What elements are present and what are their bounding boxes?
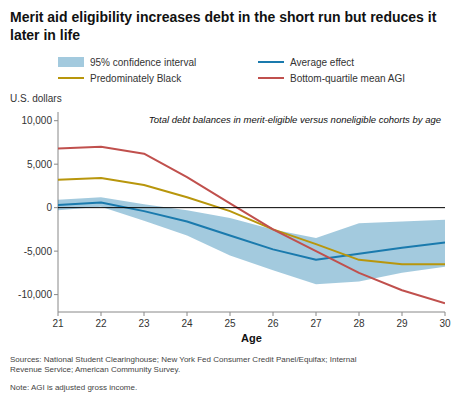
- y-tick-label: -5,000: [24, 246, 53, 257]
- x-tick-label: 30: [439, 318, 451, 329]
- y-tick-label: -10,000: [18, 289, 52, 300]
- y-tick: [54, 120, 58, 121]
- x-tick: [359, 312, 360, 316]
- x-tick-label: 21: [52, 318, 64, 329]
- x-tick-label: 29: [396, 318, 408, 329]
- legend-swatch: [258, 77, 284, 79]
- series-line: [58, 147, 445, 304]
- x-tick: [101, 312, 102, 316]
- legend-swatch: [58, 77, 84, 79]
- x-tick: [445, 312, 446, 316]
- x-tick-label: 22: [95, 318, 107, 329]
- legend-label: Predominately Black: [90, 73, 182, 84]
- series-line: [58, 178, 445, 264]
- x-tick: [58, 312, 59, 316]
- x-tick: [402, 312, 403, 316]
- y-tick: [54, 207, 58, 208]
- x-axis-label: Age: [241, 332, 262, 344]
- legend-swatch: [258, 61, 284, 63]
- x-tick: [273, 312, 274, 316]
- legend-label: 95% confidence interval: [90, 57, 196, 68]
- x-tick-label: 25: [224, 318, 236, 329]
- x-tick: [230, 312, 231, 316]
- reference-line: [58, 207, 445, 208]
- legend-label: Bottom-quartile mean AGI: [290, 73, 405, 84]
- sources: Sources: National Student Clearinghouse;…: [10, 355, 357, 374]
- y-axis-line: [58, 112, 59, 312]
- y-axis-label: U.S. dollars: [10, 93, 62, 104]
- series-line: [58, 202, 445, 259]
- confidence-band: [58, 197, 445, 284]
- title: Merit aid eligibility increases debt in …: [10, 9, 437, 43]
- legend-label: Average effect: [290, 57, 354, 68]
- legend: 95% confidence interval Average effect Pre…: [58, 57, 405, 84]
- title-line: later in life: [10, 27, 80, 43]
- x-tick: [144, 312, 145, 316]
- sources-line: Revenue Service; American Community Surv…: [10, 365, 180, 374]
- x-tick-label: 24: [181, 318, 193, 329]
- axes: -10,000 -5,000 0 5,000 10,000 21 22 23 24 25 26 27 2…: [18, 112, 451, 329]
- x-tick: [316, 312, 317, 316]
- y-tick-label: 5,000: [27, 159, 52, 170]
- plot-area: [58, 147, 445, 304]
- x-tick-label: 23: [138, 318, 150, 329]
- y-tick: [54, 164, 58, 165]
- sources-line: Sources: National Student Clearinghouse;…: [10, 355, 357, 364]
- x-tick-label: 26: [267, 318, 279, 329]
- y-tick: [54, 294, 58, 295]
- x-tick: [187, 312, 188, 316]
- x-axis-line: [58, 312, 445, 313]
- y-tick-label: 10,000: [21, 115, 52, 126]
- x-tick-label: 28: [353, 318, 365, 329]
- note: Note: AGI is adjusted gross income.: [10, 383, 137, 392]
- chart: Merit aid eligibility increases debt in …: [0, 0, 459, 413]
- y-tick-label: 0: [46, 202, 52, 213]
- annotation: Total debt balances in merit-eligible ve…: [149, 114, 441, 125]
- legend-swatch: [58, 57, 84, 67]
- title-line: Merit aid eligibility increases debt in …: [10, 9, 437, 25]
- y-tick: [54, 251, 58, 252]
- x-tick-label: 27: [310, 318, 322, 329]
